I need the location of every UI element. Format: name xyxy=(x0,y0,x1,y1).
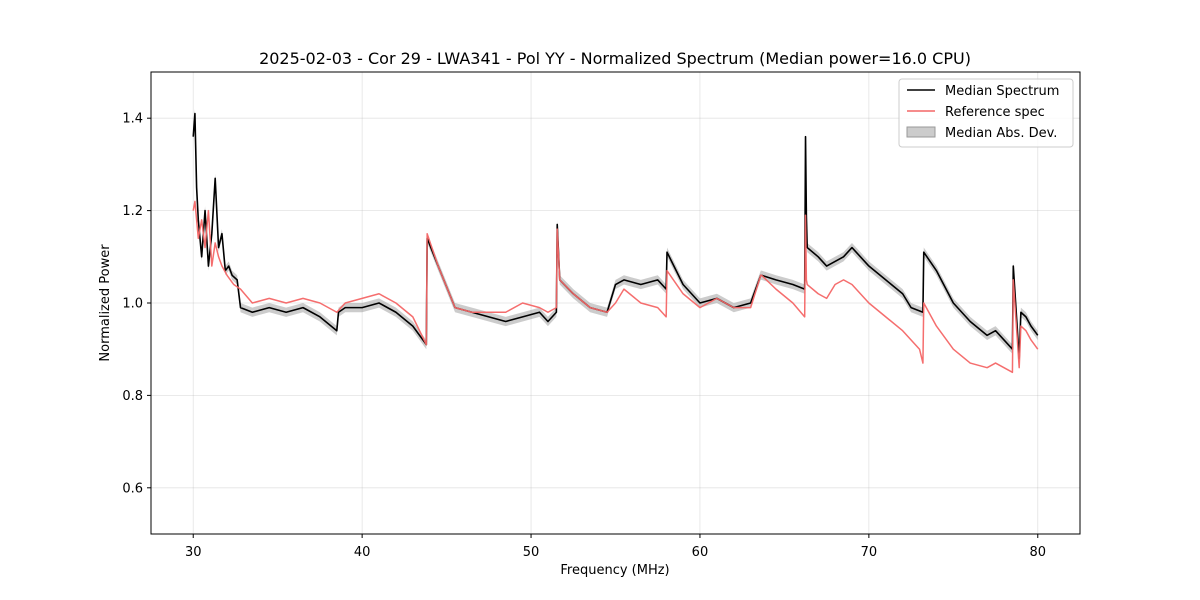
legend-label-reference-spec: Reference spec xyxy=(945,105,1045,120)
y-tick-label: 1.2 xyxy=(122,204,143,219)
x-tick-label: 50 xyxy=(523,545,540,560)
y-tick-label: 0.6 xyxy=(122,481,143,496)
x-axis-label: Frequency (MHz) xyxy=(560,563,669,578)
x-tick-label: 70 xyxy=(861,545,878,560)
y-tick-label: 0.8 xyxy=(122,389,143,404)
legend-box xyxy=(898,78,1074,148)
legend-swatch-mad xyxy=(906,126,936,138)
chart-title: 2025-02-03 - Cor 29 - LWA341 - Pol YY - … xyxy=(259,49,971,68)
lines-layer xyxy=(192,112,1039,374)
x-tick-label: 40 xyxy=(354,545,371,560)
x-tick-label: 60 xyxy=(692,545,709,560)
x-tick-label: 80 xyxy=(1029,545,1046,560)
series-line-median-spectrum xyxy=(192,112,1039,360)
legend-label-median-spectrum: Median Spectrum xyxy=(945,84,1059,99)
series-line-reference-spec xyxy=(192,200,1039,374)
legend-label-mad: Median Abs. Dev. xyxy=(945,126,1057,141)
y-axis-label: Normalized Power xyxy=(98,244,113,362)
y-axis: 0.6 0.8 1.0 1.2 1.4 xyxy=(122,112,151,496)
y-tick-label: 1.4 xyxy=(122,112,143,127)
legend: Median Spectrum Reference spec Median Ab… xyxy=(898,78,1074,148)
y-tick-label: 1.0 xyxy=(122,297,143,312)
x-tick-label: 30 xyxy=(185,545,202,560)
x-axis: 30 40 50 60 70 80 xyxy=(185,534,1046,560)
